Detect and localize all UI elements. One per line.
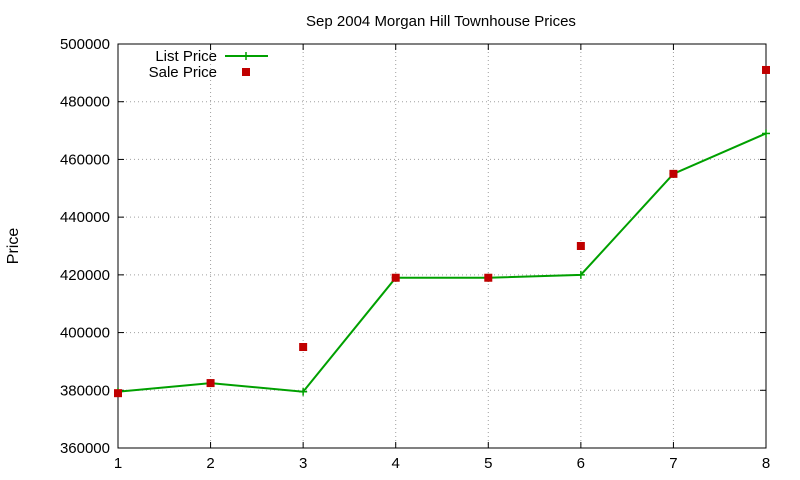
y-tick-label: 400000 [60,325,110,342]
x-tick-label: 5 [484,455,492,472]
series-list-price [114,129,770,396]
x-tick-label: 4 [392,455,400,472]
sale-price-point [576,242,585,250]
y-axis-label: Price [5,228,22,265]
sale-price-point [299,343,308,351]
x-tick-label: 2 [206,455,214,472]
legend-label: Sale Price [149,64,217,81]
sale-price-point [484,273,493,282]
y-tick-label: 480000 [60,94,110,111]
y-tick-label: 420000 [60,267,110,284]
y-tick-label: 460000 [60,151,110,168]
sale-price-point [762,65,770,74]
x-tick-label: 7 [669,455,677,472]
x-tick-label: 8 [762,455,770,472]
grid-lines [118,44,766,448]
sale-price-point [391,273,400,282]
y-tick-label: 360000 [60,440,110,457]
y-tick-label: 440000 [60,209,110,226]
list-price-line [117,132,767,393]
series-sale-price [114,65,770,398]
sale-price-point [114,389,122,398]
legend-square-swatch [242,68,250,76]
x-tick-label: 1 [114,455,122,472]
chart-title: Sep 2004 Morgan Hill Townhouse Prices [306,13,576,30]
axis-ticks: 360000 380000 400000 420000 440000 460000 4800… [60,36,770,472]
plot-frame [117,43,767,449]
x-tick-label: 6 [577,455,585,472]
legend-label: List Price [155,48,217,65]
series-layer [114,65,770,398]
y-tick-label: 380000 [60,382,110,399]
x-tick-label: 3 [299,455,307,472]
sale-price-point [206,379,215,388]
y-tick-label: 500000 [60,36,110,53]
sale-price-point [669,169,678,178]
